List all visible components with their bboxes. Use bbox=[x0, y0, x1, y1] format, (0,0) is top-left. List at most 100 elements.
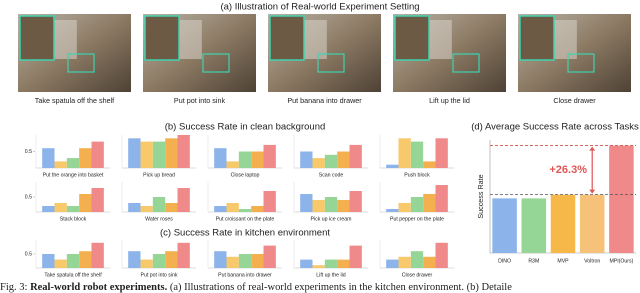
bar bbox=[300, 259, 313, 268]
chart-title: (b) Success Rate in clean background bbox=[165, 122, 326, 133]
bar bbox=[91, 188, 104, 212]
bar bbox=[349, 191, 362, 212]
bar bbox=[226, 161, 239, 168]
bar bbox=[79, 194, 92, 212]
bar bbox=[152, 141, 166, 168]
bar bbox=[337, 151, 350, 168]
panel-label: Put croissant on the plate bbox=[216, 216, 275, 222]
arrow-head bbox=[589, 189, 596, 194]
zoom-box bbox=[519, 15, 555, 61]
figure-caption: Fig. 3: Real-world robot experiments. (a… bbox=[0, 282, 512, 293]
bar bbox=[226, 203, 239, 212]
panel-label: Close laptop bbox=[231, 172, 260, 178]
bar bbox=[312, 158, 325, 168]
x-tick-label: R3M bbox=[528, 258, 539, 264]
x-tick-label: Voltron bbox=[584, 258, 600, 264]
bar bbox=[312, 200, 325, 212]
bar bbox=[386, 209, 399, 212]
bar bbox=[42, 254, 55, 268]
chart-title: (c) Success Rate in kitchen environment bbox=[160, 228, 330, 239]
x-tick-label: DINO bbox=[498, 258, 511, 264]
arrow-head bbox=[589, 146, 596, 151]
bar bbox=[423, 161, 436, 168]
bar bbox=[435, 242, 448, 268]
bar bbox=[177, 242, 190, 268]
bar bbox=[609, 145, 634, 253]
bar bbox=[42, 206, 55, 212]
caption-text: (a) Illustrations of real-world experime… bbox=[170, 282, 512, 293]
zoom-box bbox=[269, 15, 305, 61]
zoom-box bbox=[144, 15, 180, 61]
bar bbox=[66, 254, 80, 268]
bar bbox=[398, 203, 411, 212]
panel-label: Pick up ice cream bbox=[311, 216, 352, 222]
bar bbox=[238, 209, 252, 212]
bar bbox=[214, 148, 227, 168]
photo-caption: Put pot into sink bbox=[174, 96, 226, 105]
bar bbox=[54, 161, 67, 168]
bar bbox=[165, 251, 178, 268]
bar bbox=[423, 194, 436, 212]
bar bbox=[492, 198, 517, 253]
bar bbox=[238, 151, 252, 168]
bar bbox=[165, 138, 178, 168]
bar bbox=[214, 206, 227, 212]
bar bbox=[398, 138, 411, 168]
bar bbox=[410, 141, 424, 168]
bar bbox=[410, 197, 424, 212]
panel-label: Water roses bbox=[145, 216, 173, 222]
caption-bold: Real-world robot experiments. bbox=[30, 282, 168, 293]
bar bbox=[42, 148, 55, 168]
y-tick-label: 0.5 bbox=[25, 194, 32, 200]
bar bbox=[66, 158, 80, 168]
panel-label: Scan code bbox=[319, 172, 344, 178]
bar bbox=[435, 185, 448, 212]
bar bbox=[550, 194, 576, 253]
photo-caption: Close drawer bbox=[553, 96, 596, 105]
photo-row: Take spatula off the shelf Put pot into s… bbox=[18, 14, 631, 105]
photo-caption: Lift up the lid bbox=[429, 96, 470, 105]
panel-label: Put pepper on the plate bbox=[390, 216, 444, 222]
bar bbox=[140, 141, 153, 168]
panel-label: Push block bbox=[404, 172, 430, 178]
y-tick-label: 0.5 bbox=[25, 149, 32, 155]
bar bbox=[386, 259, 399, 268]
bar bbox=[140, 259, 153, 268]
bar bbox=[165, 203, 178, 212]
chart-title: (d) Average Success Rate across Tasks bbox=[471, 122, 639, 133]
focus-box bbox=[317, 53, 345, 73]
focus-box bbox=[67, 53, 95, 73]
bar bbox=[398, 256, 411, 268]
bar bbox=[214, 251, 227, 268]
bar bbox=[521, 198, 547, 253]
bar bbox=[91, 242, 104, 268]
bar bbox=[128, 251, 141, 268]
bar bbox=[579, 194, 605, 253]
bar bbox=[128, 138, 141, 168]
bar bbox=[263, 191, 276, 212]
bar bbox=[263, 245, 276, 268]
bar bbox=[140, 206, 153, 212]
bar bbox=[386, 164, 399, 168]
bar bbox=[324, 197, 338, 212]
bar bbox=[79, 251, 92, 268]
zoom-box bbox=[394, 15, 430, 61]
photo-caption: Put banana into drawer bbox=[287, 96, 362, 105]
bar bbox=[177, 135, 190, 168]
panel-label: Pick up bread bbox=[143, 172, 175, 178]
photo-caption: Take spatula off the shelf bbox=[35, 96, 114, 105]
focus-box bbox=[452, 53, 480, 73]
bar bbox=[349, 144, 362, 168]
bar bbox=[54, 259, 67, 268]
bar bbox=[324, 259, 338, 268]
x-tick-label: MVP bbox=[557, 258, 569, 264]
focus-box bbox=[202, 53, 230, 73]
bar bbox=[337, 200, 350, 212]
focus-box bbox=[567, 53, 595, 73]
annotation: +26.3% bbox=[549, 164, 587, 176]
bar bbox=[79, 148, 92, 168]
bar bbox=[177, 188, 190, 212]
panel-label: Put pot into sink bbox=[141, 272, 178, 278]
bar bbox=[410, 251, 424, 268]
